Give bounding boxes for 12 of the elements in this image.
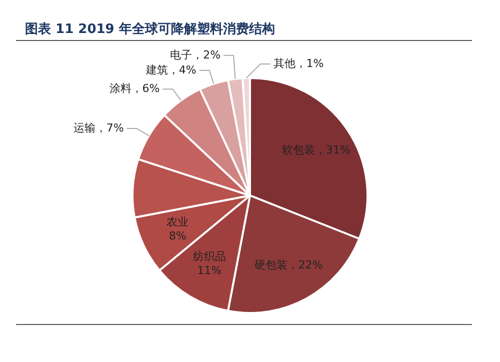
slice-label: 运输，7%	[73, 121, 124, 134]
slice-label: 硬包装，22%	[254, 258, 323, 272]
chart-title: 图表 11 2019 年全球可降解塑料消费结构	[25, 20, 275, 38]
slice-label: 软包装，31%	[282, 143, 350, 156]
slice-label: 纺织品	[192, 250, 226, 264]
slice-label: 其他，1%	[273, 56, 324, 70]
slice-label: 农业	[166, 215, 189, 228]
slice-label: 涂料，6%	[109, 82, 160, 95]
data-label: 11%	[197, 264, 222, 278]
slice-label: 电子，2%	[170, 48, 221, 62]
slice-label: 建筑，4%	[144, 63, 196, 76]
data-label: 8%	[168, 229, 186, 242]
